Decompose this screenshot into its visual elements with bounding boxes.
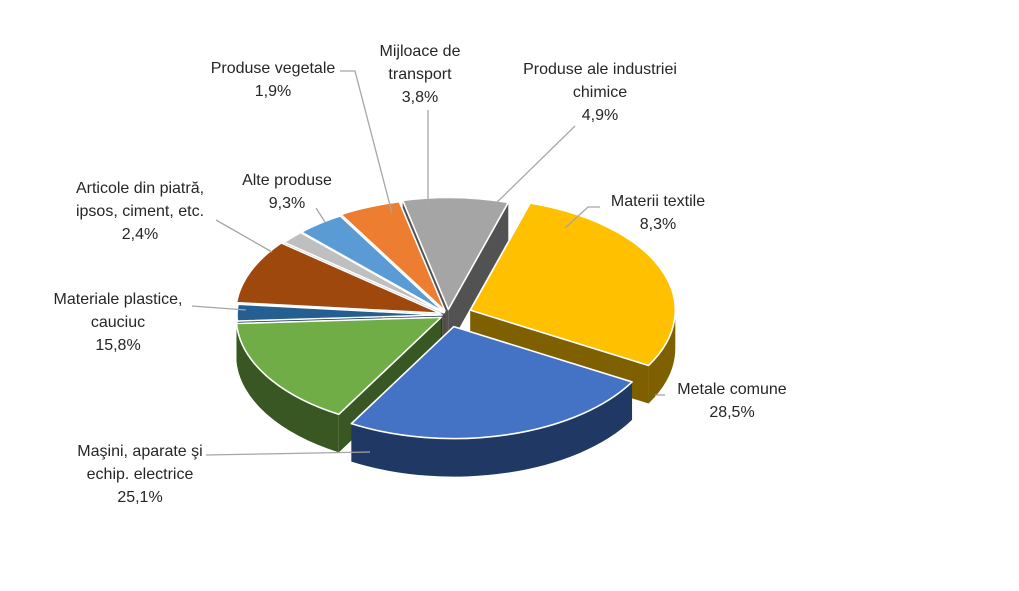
leader-line bbox=[340, 70, 393, 214]
leader-line bbox=[191, 305, 247, 311]
pie-slice-side bbox=[648, 310, 676, 404]
pie-slice-top bbox=[350, 325, 633, 440]
data-label-value: 28,5% bbox=[709, 404, 754, 421]
pie-slice bbox=[350, 325, 633, 477]
pie-slice-side bbox=[351, 381, 633, 477]
pie-slice-wall bbox=[448, 202, 509, 348]
data-label-name: transport bbox=[388, 66, 452, 83]
data-label-value: 3,8% bbox=[402, 89, 438, 106]
data-label-value: 25,1% bbox=[117, 489, 162, 506]
data-label: Materiale plastice, cauciuc 15,8% bbox=[54, 291, 183, 354]
data-label-name: Produse vegetale bbox=[211, 60, 336, 77]
data-label: Articole din piatră, ipsos, ciment, etc. 2… bbox=[76, 180, 204, 243]
data-label: Alte produse 9,3% bbox=[242, 172, 332, 212]
leader-line bbox=[205, 451, 371, 456]
pie-slice-top bbox=[236, 303, 443, 322]
data-label: Materii textile 8,3% bbox=[611, 193, 705, 233]
leader-line bbox=[315, 207, 326, 223]
data-label-name: Articole din piatră, bbox=[76, 180, 204, 197]
data-label: Metale comune 28,5% bbox=[677, 381, 786, 421]
data-label: Produse ale industriei chimice 4,9% bbox=[523, 61, 677, 124]
data-label-value: 4,9% bbox=[582, 107, 618, 124]
data-label-name: Materii textile bbox=[611, 193, 705, 210]
data-label-name: Maşini, aparate şi bbox=[77, 443, 202, 460]
pie-slice-side bbox=[236, 323, 339, 453]
data-label: Maşini, aparate şi echip. electrice 25,1% bbox=[77, 443, 202, 506]
leader-line bbox=[564, 206, 600, 229]
pie-slice-top bbox=[283, 231, 445, 314]
data-label-name: Produse ale industriei bbox=[523, 61, 677, 78]
data-label-value: 8,3% bbox=[640, 216, 676, 233]
pie-slice-top bbox=[235, 316, 442, 416]
leader-line bbox=[486, 125, 576, 213]
data-label: Produse vegetale 1,9% bbox=[211, 60, 336, 100]
data-label-name: echip. electrice bbox=[87, 466, 194, 483]
pie-slice-top bbox=[235, 242, 442, 315]
data-label-name: Mijloace de bbox=[380, 43, 461, 60]
data-label-name: cauciuc bbox=[91, 314, 145, 331]
pie-slices bbox=[235, 196, 677, 477]
data-label-value: 2,4% bbox=[122, 226, 158, 243]
leader-line bbox=[215, 219, 273, 253]
leader-lines bbox=[191, 70, 665, 456]
pie-slice-top bbox=[401, 196, 510, 311]
data-label-value: 15,8% bbox=[95, 337, 140, 354]
data-label: Mijloace de transport 3,8% bbox=[380, 43, 461, 106]
pie-slice-top bbox=[469, 202, 677, 367]
data-label-name: ipsos, ciment, etc. bbox=[76, 203, 204, 220]
data-label-value: 9,3% bbox=[269, 195, 305, 212]
data-label-value: 1,9% bbox=[255, 83, 291, 100]
data-label-name: Metale comune bbox=[677, 381, 786, 398]
data-label-name: Alte produse bbox=[242, 172, 332, 189]
data-label-name: chimice bbox=[573, 84, 627, 101]
data-labels: Metale comune 28,5% Maşini, aparate şi echi… bbox=[54, 43, 787, 506]
data-label-name: Materiale plastice, bbox=[54, 291, 183, 308]
pie-slice-top bbox=[340, 200, 446, 312]
